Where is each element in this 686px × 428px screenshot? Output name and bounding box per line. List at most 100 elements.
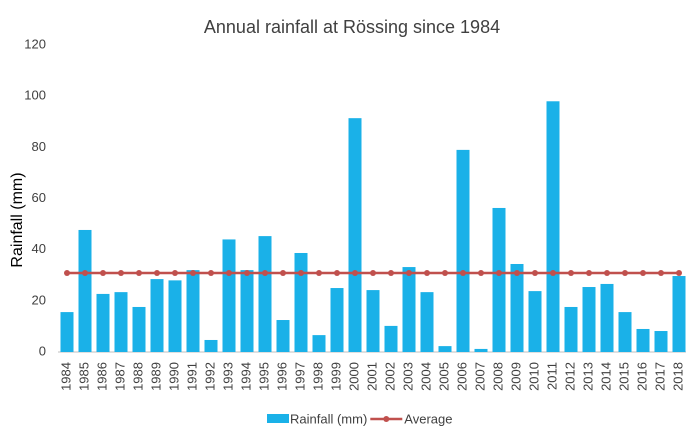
average-marker [100,269,106,276]
x-tick-label: 1993 [220,362,235,391]
average-marker [262,269,268,276]
x-tick-label: 1997 [292,362,307,391]
x-tick-label: 1989 [148,362,163,391]
x-tick-label: 2010 [526,362,541,391]
bar [474,348,488,352]
bar [420,292,434,352]
bar [654,331,668,352]
average-marker [586,269,592,276]
bar [456,149,470,352]
average-marker [568,269,574,276]
average-marker [190,269,196,276]
bar [258,236,272,352]
bar [114,292,128,352]
average-marker [334,269,340,276]
x-tick-label: 1999 [328,362,343,391]
average-marker [442,269,448,276]
average-marker [118,269,124,276]
average-marker [622,269,628,276]
bar [564,306,578,352]
average-marker [316,269,322,276]
bar [546,101,560,353]
bar [204,339,218,352]
bar [402,267,416,352]
legend-label: Rainfall (mm) [290,411,367,426]
bar [492,207,506,352]
bar [330,288,344,352]
x-tick-label: 2017 [652,362,667,391]
x-tick-label: 1986 [94,362,109,391]
bar [150,279,164,352]
bar [348,118,362,352]
bar [510,263,524,352]
x-tick-label: 2001 [364,362,379,391]
x-tick-label: 2009 [508,362,523,391]
legend-marker [383,416,390,422]
average-marker [676,269,682,276]
bar [582,287,596,352]
bar [78,229,92,352]
average-marker [244,269,250,276]
average-marker [532,269,538,276]
x-tick-label: 2007 [472,362,487,391]
x-tick-label: 1988 [130,362,145,391]
average-marker [460,269,466,276]
x-tick-label: 2015 [616,362,631,391]
x-tick-label: 1996 [274,362,289,391]
x-tick-label: 1995 [256,362,271,391]
average-marker [64,269,70,276]
average-marker [298,269,304,276]
bar [96,293,110,352]
x-tick-label: 2006 [454,362,469,391]
x-tick-label: 2013 [580,362,595,391]
x-tick-label: 1990 [166,362,181,391]
y-tick-label: 120 [24,36,46,51]
average-marker [550,269,556,276]
x-tick-label: 2014 [598,362,613,391]
x-tick-label: 2018 [670,362,685,391]
average-marker [424,269,430,276]
bar [312,335,326,352]
average-marker [478,269,484,276]
average-marker [640,269,646,276]
bar [222,239,236,352]
x-tick-label: 1998 [310,362,325,391]
average-marker [208,269,214,276]
legend-swatch [267,414,289,423]
average-marker [388,269,394,276]
average-marker [280,269,286,276]
bar [366,290,380,352]
y-tick-label: 20 [32,292,46,307]
bar [672,276,686,352]
average-marker [136,269,142,276]
y-tick-label: 40 [32,241,46,256]
bar [384,325,398,352]
x-tick-label: 2000 [346,362,361,391]
y-tick-label: 80 [32,139,46,154]
average-marker [514,269,520,276]
bar [132,306,146,352]
bar [186,270,200,352]
bar [636,328,650,352]
average-marker [658,269,664,276]
average-marker [496,269,502,276]
bar [60,312,74,352]
y-tick-label: 60 [32,190,46,205]
average-marker [370,269,376,276]
x-tick-label: 2008 [490,362,505,391]
x-tick-label: 2005 [436,362,451,391]
x-tick-label: 1994 [238,362,253,391]
y-tick-label: 100 [24,88,46,103]
legend-label: Average [404,411,452,426]
bar [600,283,614,352]
average-marker [406,269,412,276]
bar [240,270,254,352]
average-marker [226,269,232,276]
average-marker [154,269,160,276]
x-tick-label: 1991 [184,362,199,391]
bar [168,280,182,352]
average-marker [352,269,358,276]
y-tick-label: 0 [39,343,46,358]
average-marker [604,269,610,276]
